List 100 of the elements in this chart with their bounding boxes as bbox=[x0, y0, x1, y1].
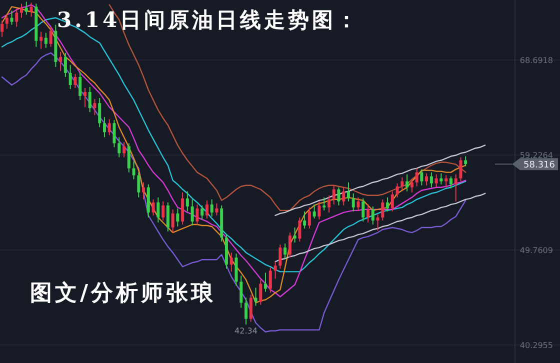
candlestick bbox=[74, 73, 77, 89]
candlestick bbox=[30, 2, 33, 18]
candlestick bbox=[127, 142, 130, 173]
candlestick bbox=[342, 186, 346, 206]
y-tick-label: 59.2264 bbox=[520, 150, 553, 160]
candlestick bbox=[122, 142, 126, 158]
ref-line-label: 58.316 bbox=[524, 160, 556, 171]
candlestick bbox=[449, 176, 452, 189]
candlestick bbox=[142, 182, 146, 200]
candlestick bbox=[278, 244, 282, 270]
candlestick bbox=[59, 51, 62, 72]
candlestick bbox=[24, 1, 28, 16]
line-series bbox=[274, 144, 486, 216]
candlestick bbox=[254, 287, 258, 306]
candlestick bbox=[181, 192, 184, 226]
candlestick bbox=[284, 243, 287, 260]
y-tick-label: 49.7609 bbox=[520, 246, 553, 255]
candlestick bbox=[20, 3, 24, 18]
candlestick bbox=[93, 98, 96, 116]
candlestick bbox=[430, 172, 433, 188]
annotation: 42.34 bbox=[234, 326, 258, 336]
candlestick bbox=[210, 198, 214, 217]
candlestick bbox=[200, 204, 204, 220]
candlestick bbox=[102, 116, 106, 138]
candlestick bbox=[381, 198, 384, 221]
candlestick bbox=[78, 71, 82, 101]
line-series bbox=[1, 52, 466, 332]
candlestick bbox=[156, 196, 160, 223]
candlestick bbox=[88, 86, 92, 113]
candlestick bbox=[230, 252, 233, 272]
candlestick bbox=[166, 202, 170, 232]
candlestick bbox=[464, 156, 468, 167]
candlestick bbox=[64, 52, 67, 78]
candlestick bbox=[259, 279, 262, 306]
candlestick bbox=[264, 272, 268, 292]
candlestick bbox=[244, 297, 248, 325]
candlestick bbox=[415, 168, 418, 187]
candlestick bbox=[171, 208, 174, 234]
candlestick bbox=[118, 136, 121, 158]
candlestick bbox=[68, 64, 72, 90]
candlestick bbox=[396, 182, 399, 198]
candlestick bbox=[137, 172, 140, 198]
candlestick bbox=[132, 160, 136, 180]
candlestick bbox=[186, 190, 189, 212]
candlestick bbox=[5, 14, 8, 30]
candlestick bbox=[322, 196, 326, 211]
candlestick bbox=[459, 156, 462, 182]
candlestick bbox=[400, 176, 404, 191]
candlestick bbox=[318, 200, 321, 220]
candlestick bbox=[352, 192, 355, 212]
candlestick bbox=[434, 174, 438, 188]
candlestick bbox=[390, 190, 394, 212]
chart-title: 3.14日间原油日线走势图： bbox=[57, 7, 360, 32]
candlestick bbox=[205, 200, 208, 219]
candlestick bbox=[83, 88, 86, 108]
candlestick bbox=[98, 98, 102, 128]
candlestick bbox=[40, 31, 43, 50]
candlestick bbox=[308, 206, 311, 230]
candlestick bbox=[454, 174, 458, 202]
candlestick bbox=[444, 174, 448, 188]
y-tick-label: 68.6918 bbox=[520, 56, 553, 65]
candlestick bbox=[0, 20, 4, 38]
candlestick bbox=[303, 210, 306, 230]
candlestick bbox=[190, 198, 194, 226]
candlestick bbox=[274, 261, 277, 280]
candlestick bbox=[362, 198, 365, 222]
candlestick bbox=[376, 214, 380, 232]
candlestick bbox=[337, 186, 340, 206]
candlestick bbox=[162, 200, 165, 221]
candlestick bbox=[268, 267, 272, 294]
candlestick bbox=[327, 194, 330, 213]
candlestick bbox=[420, 168, 424, 186]
candlestick bbox=[293, 227, 296, 244]
candlestick bbox=[49, 26, 52, 48]
candlestick bbox=[196, 204, 199, 226]
candlestick bbox=[406, 174, 409, 192]
candlestick bbox=[249, 294, 252, 322]
candlestick bbox=[10, 10, 14, 26]
candlestick bbox=[366, 204, 370, 223]
candlestick bbox=[346, 182, 350, 202]
candlestick bbox=[288, 232, 292, 258]
candlestick bbox=[356, 196, 360, 211]
candlestick bbox=[176, 208, 180, 228]
candlestick bbox=[332, 184, 336, 205]
candlestick bbox=[410, 178, 414, 193]
candlestick bbox=[440, 172, 443, 185]
candlestick bbox=[108, 118, 111, 136]
candlestick bbox=[112, 120, 116, 148]
candlestick bbox=[215, 202, 218, 216]
candlestick bbox=[386, 196, 390, 212]
candlestick bbox=[312, 204, 316, 219]
y-tick-label: 40.2955 bbox=[520, 340, 553, 350]
candlestick bbox=[425, 172, 428, 186]
candlestick bbox=[152, 198, 155, 216]
annotation: 图文/分析师张琅 bbox=[30, 280, 216, 306]
candlestick bbox=[15, 8, 18, 28]
candlestick bbox=[44, 32, 48, 48]
candlestick bbox=[371, 206, 374, 226]
candlestick bbox=[240, 275, 243, 308]
candlestick bbox=[298, 216, 302, 242]
